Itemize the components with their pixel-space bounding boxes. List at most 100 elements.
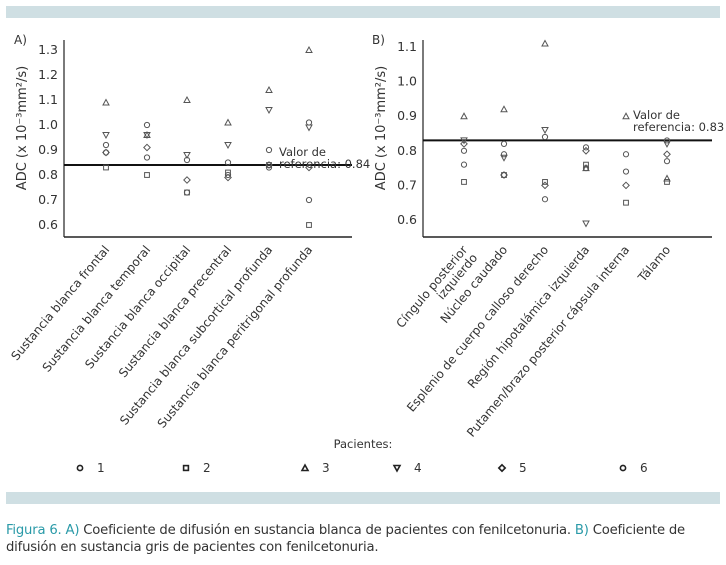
data-point-patient-3 (460, 112, 468, 120)
data-point-patient-6 (541, 196, 549, 203)
y-tick-label: 1.1 (38, 92, 58, 107)
panel-label: B) (372, 33, 385, 47)
data-point-patient-6 (143, 154, 151, 161)
data-point-patient-3 (183, 95, 191, 103)
y-tick-label: 1.2 (38, 67, 58, 82)
y-tick-label: 0.9 (38, 142, 58, 157)
bottom-band (6, 492, 720, 504)
legend-item-6: 6 (619, 461, 648, 475)
data-point-patient-2 (542, 179, 548, 185)
legend-marker-square-icon (182, 464, 190, 472)
reference-label-line1: Valor de (279, 145, 326, 159)
data-point-patient-6 (305, 196, 313, 204)
data-point-patient-4 (102, 132, 110, 140)
y-tick-label: 1.1 (397, 39, 417, 54)
legend-item-4: 4 (392, 461, 422, 475)
data-point-patient-1 (143, 121, 151, 129)
caption-b: B) (574, 523, 589, 538)
data-point-patient-5 (582, 146, 590, 155)
legend-marker-triangle-down-icon (392, 464, 402, 473)
data-point-patient-2 (583, 161, 589, 168)
caption-b-text: Coeficiente de difusión en sustancia gri… (6, 523, 685, 555)
data-point-patient-1 (224, 159, 232, 166)
legend-item-3: 3 (300, 461, 330, 475)
data-point-patient-5 (460, 139, 468, 148)
legend-label: 1 (97, 461, 105, 475)
legend-label: 3 (322, 461, 330, 475)
y-tick-label: 0.9 (397, 108, 417, 123)
x-tick-label: Sustancia blanca subcortical profunda (117, 243, 275, 428)
x-tick-label: Sustancia blanca peritrigonal profunda (155, 243, 316, 431)
legend-item-5: 5 (497, 461, 527, 475)
panel-b: B) 0.6 0.7 0.8 0.9 1.0 1.1 ADC (x 10⁻³mm²/s) Val… (372, 33, 724, 440)
data-point-patient-1 (663, 158, 671, 165)
data-point-patient-5 (265, 161, 273, 169)
data-point-patient-2 (266, 162, 272, 168)
data-point-patient-2 (623, 199, 629, 206)
legend-item-1: 1 (76, 461, 105, 475)
y-tick-label: 0.6 (397, 212, 417, 227)
data-point-patient-3 (663, 174, 671, 182)
data-point-patient-4 (224, 142, 232, 150)
data-point-patient-5 (622, 181, 630, 190)
data-point-patient-2 (306, 222, 312, 228)
data-point-patient-4 (663, 140, 671, 148)
data-point-patient-2 (501, 172, 507, 178)
data-point-patient-4 (143, 132, 151, 140)
data-point-patient-3 (102, 98, 110, 106)
figure: A) 0.6 0.7 0.8 0.9 1.0 1.1 1.2 1.3 ADC (x 10⁻³mm²… (8, 33, 724, 475)
data-point-patient-4 (541, 127, 549, 135)
legend-title: Pacientes: (334, 437, 393, 451)
caption-label: Figura 6. (6, 523, 62, 538)
top-band (6, 6, 720, 18)
data-point-patient-3 (500, 105, 508, 113)
data-point-patient-5 (541, 181, 549, 190)
data-point-patient-6 (224, 171, 232, 179)
panel-a: A) 0.6 0.7 0.8 0.9 1.0 1.1 1.2 1.3 ADC (x 10⁻³mm²… (8, 33, 370, 431)
data-point-patient-3 (622, 112, 630, 120)
data-point-patient-5 (663, 150, 671, 159)
data-point-patient-3 (541, 39, 549, 47)
data-point-patient-1 (500, 140, 508, 147)
data-point-patient-6 (663, 137, 671, 144)
data-point-patient-4 (460, 137, 468, 145)
x-tick-label: Cíngulo posterior (393, 243, 470, 331)
data-point-patient-4 (265, 107, 273, 115)
reference-label-line2: referencia: 0.83 (633, 120, 724, 134)
x-tick-label: Tálamo (635, 243, 674, 285)
y-tick-label: 1.0 (38, 117, 58, 132)
data-point-patient-5 (143, 143, 151, 152)
data-point-patient-1 (582, 144, 590, 151)
y-tick-label: 0.6 (38, 217, 58, 232)
data-point-patient-1 (460, 147, 468, 154)
data-point-patient-4 (500, 154, 508, 162)
y-axis-label: ADC (x 10⁻³mm²/s) (374, 66, 389, 190)
data-point-patient-6 (183, 189, 191, 196)
data-point-patient-6 (102, 149, 110, 156)
data-point-patient-2 (144, 172, 150, 178)
legend-marker-triangle-up-icon (300, 463, 310, 472)
legend-label: 6 (640, 461, 648, 475)
legend-label: 5 (519, 461, 527, 475)
data-point-patient-6 (582, 165, 590, 172)
y-tick-label: 1.3 (38, 42, 58, 57)
data-point-patient-2 (461, 179, 467, 185)
data-point-patient-4 (582, 220, 590, 228)
data-point-patient-5 (183, 176, 191, 184)
data-point-patient-6 (265, 164, 273, 171)
data-point-patient-3 (265, 85, 273, 93)
reference-label-line2: referencia: 0.84 (279, 157, 370, 171)
legend-marker-circle-icon (619, 464, 627, 472)
y-tick-label: 0.8 (38, 167, 58, 182)
data-point-patient-2 (664, 179, 670, 185)
y-tick-label: 1.0 (397, 74, 417, 89)
legend-item-2: 2 (182, 461, 211, 475)
legend-marker-diamond-icon (497, 463, 507, 473)
y-tick-label: 0.8 (397, 143, 417, 158)
data-point-patient-1 (265, 146, 273, 154)
caption-a-text: Coeficiente de difusión en sustancia bla… (79, 523, 575, 538)
legend-marker-circle-icon (76, 464, 84, 472)
data-point-patient-6 (622, 168, 630, 175)
data-point-patient-6 (500, 151, 508, 158)
panel-label: A) (14, 33, 27, 47)
